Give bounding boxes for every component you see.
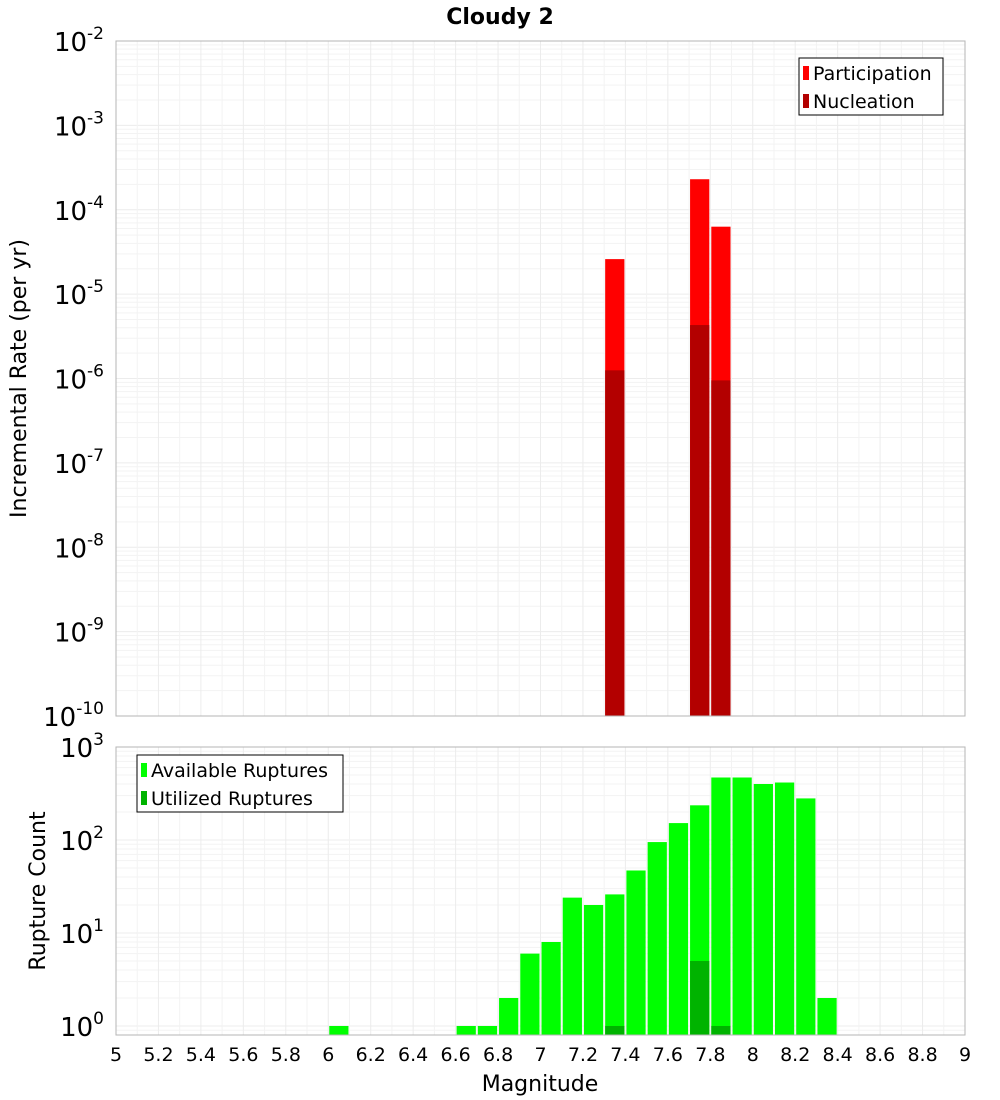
available-ruptures-bar: [562, 897, 582, 1035]
x-tick-label: 8.8: [907, 1044, 937, 1066]
available-ruptures-bar: [583, 904, 604, 1035]
x-tick-label: 6.2: [356, 1044, 386, 1066]
legend-label: Participation: [813, 63, 932, 85]
legend-swatch: [803, 66, 809, 80]
x-tick-label: 6.8: [483, 1044, 513, 1066]
count-panel: 103 102 101 100 Rupture Count Available Ruptu…: [26, 730, 966, 1043]
available-ruptures-bar: [796, 798, 816, 1035]
available-ruptures-bar: [647, 842, 667, 1035]
x-tick-label: 6.4: [398, 1044, 428, 1066]
available-ruptures-bar: [477, 1025, 498, 1035]
x-tick-label: 7.6: [653, 1044, 683, 1066]
available-ruptures-bar: [499, 997, 519, 1035]
plot-frame: [115, 746, 966, 1036]
x-tick-label: 5.6: [228, 1044, 258, 1066]
x-tick-label: 8: [747, 1044, 759, 1066]
rate-panel: 10-2 10-3 10-4 10-5 10-6 10-7 10-8 10-9 10-10 Inc…: [7, 24, 966, 733]
y-tick-label: 100: [60, 1009, 104, 1043]
y-axis-label: Rupture Count: [26, 811, 51, 971]
legend-swatch: [141, 791, 147, 805]
x-tick-label: 9: [959, 1044, 971, 1066]
available-ruptures-bar: [817, 997, 837, 1035]
x-tick-label: 5.4: [186, 1044, 216, 1066]
available-ruptures-bar: [753, 784, 773, 1035]
y-tick-label: 101: [60, 916, 104, 950]
y-tick-label: 102: [60, 823, 104, 857]
x-tick-label: 5.8: [271, 1044, 301, 1066]
y-axis-label: Incremental Rate (per yr): [7, 239, 32, 518]
legend: Participation Nucleation: [798, 57, 944, 116]
y-tick-label: 10-7: [54, 446, 104, 480]
x-tick-label: 6.6: [440, 1044, 470, 1066]
x-tick-label: 5: [110, 1044, 122, 1066]
x-tick-label: 6: [322, 1044, 334, 1066]
available-ruptures-bar: [329, 1025, 349, 1035]
legend-swatch: [803, 94, 809, 108]
utilized-ruptures-bar: [711, 1025, 731, 1035]
legend: Available Ruptures Utilized Ruptures: [136, 754, 344, 813]
nucleation-bar: [711, 380, 731, 716]
utilized-ruptures-bar: [690, 960, 710, 1035]
available-ruptures-bar: [732, 777, 752, 1035]
legend-label: Utilized Ruptures: [151, 788, 313, 810]
available-ruptures-bar: [520, 953, 540, 1035]
legend-box: [798, 57, 944, 116]
nucleation-bar: [690, 325, 710, 716]
available-ruptures-bar: [456, 1025, 476, 1035]
x-tick-label: 8.4: [823, 1044, 853, 1066]
x-axis-ticks: 5 5.2 5.4 5.6 5.8 6 6.2 6.4 6.6 6.8 7 7.2 7.4 7.6 7.8 8…: [110, 1044, 971, 1066]
legend-box: [136, 754, 344, 813]
utilized-ruptures-bar: [605, 1025, 625, 1035]
plot-frame: [115, 40, 966, 717]
y-tick-label: 10-3: [54, 108, 104, 142]
y-tick-label: 10-4: [54, 193, 104, 227]
legend-label: Available Ruptures: [151, 760, 328, 782]
y-tick-label: 10-2: [54, 24, 104, 58]
available-ruptures-bar: [668, 823, 689, 1035]
x-tick-label: 8.2: [780, 1044, 810, 1066]
x-tick-label: 8.6: [865, 1044, 895, 1066]
chart-title: Cloudy 2: [446, 5, 554, 30]
legend-swatch: [141, 763, 147, 777]
nucleation-bar: [605, 370, 625, 716]
y-tick-label: 10-6: [54, 362, 104, 396]
x-tick-label: 7.4: [610, 1044, 640, 1066]
available-ruptures-bar: [711, 777, 731, 1035]
y-tick-label: 103: [60, 730, 104, 764]
x-axis-label: Magnitude: [482, 1072, 599, 1097]
available-ruptures-bar: [541, 942, 561, 1035]
y-tick-label: 10-9: [54, 615, 104, 649]
available-ruptures-bar: [626, 870, 646, 1035]
y-tick-label: 10-5: [54, 277, 104, 311]
legend-label: Nucleation: [813, 91, 915, 113]
x-tick-label: 7.2: [568, 1044, 598, 1066]
y-tick-label: 10-8: [54, 530, 104, 564]
x-tick-label: 7.8: [695, 1044, 725, 1066]
y-tick-label: 10-10: [43, 699, 104, 733]
available-ruptures-bar: [774, 782, 795, 1035]
x-tick-label: 7: [534, 1044, 546, 1066]
x-tick-label: 5.2: [143, 1044, 173, 1066]
available-ruptures-bar: [605, 894, 625, 1035]
